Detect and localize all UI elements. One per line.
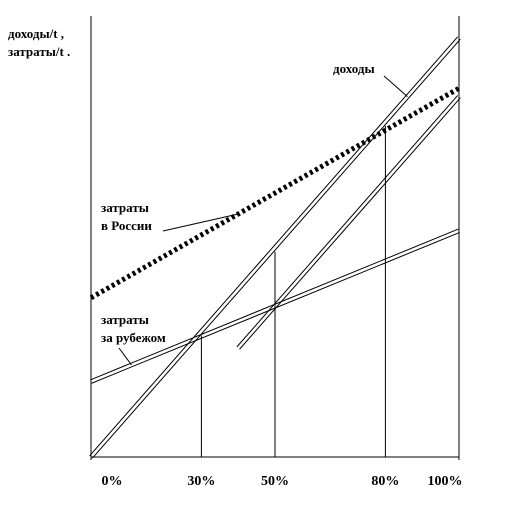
series-line-rus xyxy=(89,86,461,300)
annotation-abroad-text: затраты xyxy=(101,312,149,327)
series-group xyxy=(89,36,461,459)
annotation-dohody-leader xyxy=(383,75,408,98)
annotation-rus-text: затраты xyxy=(101,200,149,215)
x-tick-labels: 0% 30% 50% 80% 100% xyxy=(102,474,463,489)
annotation-rus-leader xyxy=(162,213,239,232)
x-tick-label: 100% xyxy=(428,474,463,489)
series-line-dohody2 xyxy=(236,95,461,350)
x-tick-label: 50% xyxy=(261,474,289,489)
annotation-rus-text: в России xyxy=(101,218,152,233)
annotations: доходы затраты в России затраты за рубежом xyxy=(101,61,408,366)
x-tick-label: 80% xyxy=(371,474,399,489)
series-line-abroad-a xyxy=(91,231,460,384)
series-line-abroad-b xyxy=(90,228,459,381)
series-line-dohody-b xyxy=(89,36,459,457)
y-axis-label: доходы/t , затраты/t . xyxy=(8,26,70,59)
annotation-dohody-text: доходы xyxy=(333,61,375,76)
vertical-markers xyxy=(200,125,386,457)
annotation-abroad-text: за рубежом xyxy=(101,330,166,345)
series-line-dohody-a xyxy=(91,38,461,459)
x-tick-label: 30% xyxy=(187,474,215,489)
y-axis-label-line: затраты/t . xyxy=(8,44,70,59)
y-axis-label-line: доходы/t , xyxy=(8,26,64,41)
series-line-dohody xyxy=(89,36,461,459)
series-line-dohody2-a xyxy=(239,97,461,350)
x-tick-label: 0% xyxy=(102,474,123,489)
series-line-dohody2-b xyxy=(236,95,459,348)
annotation-abroad-leader xyxy=(118,347,132,366)
series-line-abroad xyxy=(90,228,460,384)
